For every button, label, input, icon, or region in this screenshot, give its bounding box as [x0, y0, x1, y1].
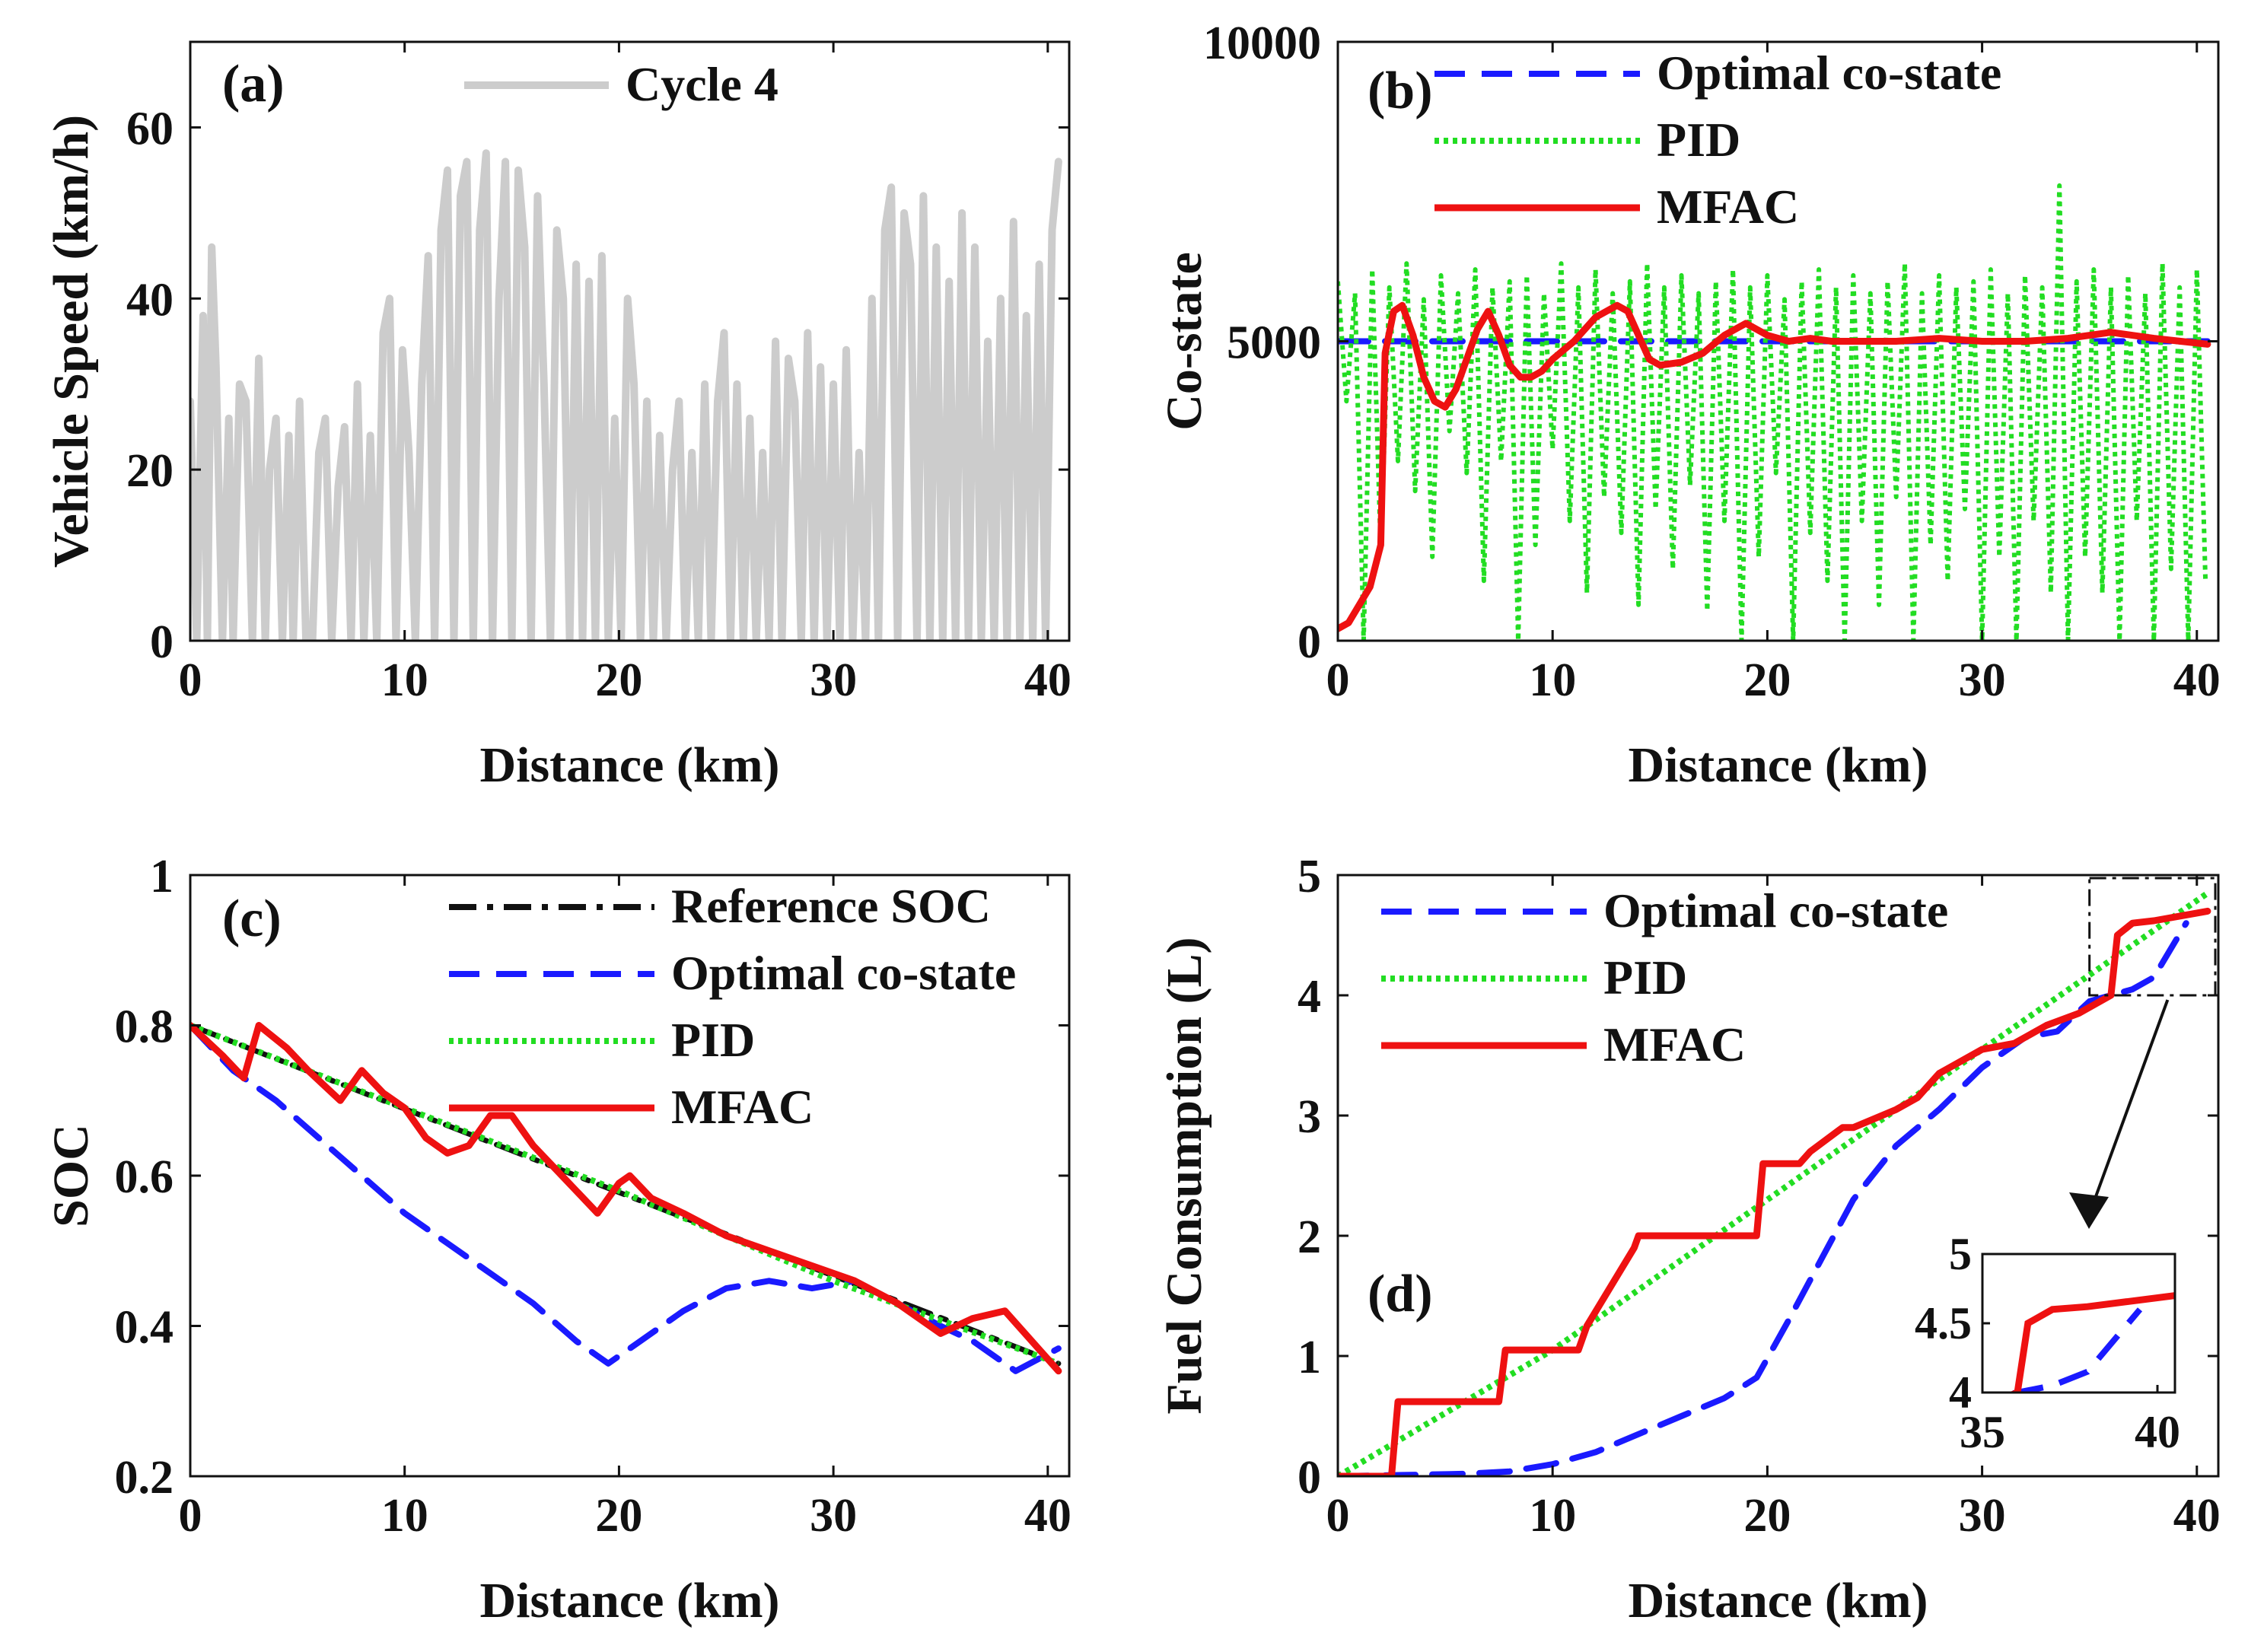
x-tick-label: 40: [1024, 654, 1071, 706]
y-tick-label: 0.8: [115, 1001, 174, 1053]
series-line-b-mfac: [1338, 301, 2211, 632]
x-axis-label: Distance (km): [1628, 1573, 1928, 1628]
series-line-b-pid: [1338, 183, 2208, 641]
legend-entry: MFAC: [1603, 1017, 1746, 1071]
y-tick-label: 4: [1298, 971, 1321, 1023]
y-tick-label: 5000: [1227, 317, 1321, 369]
x-tick-label: 40: [2173, 1490, 2221, 1542]
y-tick-label: 1: [150, 851, 174, 902]
legend-entry: MFAC: [671, 1080, 814, 1134]
x-tick-label: 20: [595, 1490, 642, 1542]
x-tick-label: 30: [810, 654, 857, 706]
panel-a: 0 10 20 30 40 0 20 40 60 Distance (km) Vehicle Spe…: [43, 40, 1071, 793]
y-axis-label: Co-state: [1157, 252, 1212, 431]
zoom-region-box: [2088, 877, 2217, 997]
x-tick-label: 0: [1326, 1490, 1350, 1542]
legend-entry: PID: [671, 1013, 755, 1067]
series-line-a-cycle-4: [190, 149, 1062, 641]
y-tick-label: 2: [1298, 1211, 1321, 1263]
inset-zoom: 4 4.5 5 35 40: [1915, 1229, 2180, 1457]
series-line-d-optimal-co-state: [1338, 920, 2189, 1476]
x-tick-label: 10: [1529, 1490, 1576, 1542]
legend-entry: Optimal co-state: [1603, 883, 1948, 937]
y-tick-label: 5: [1298, 851, 1321, 902]
x-tick-label: 30: [1959, 1490, 2006, 1542]
y-tick-label: 3: [1298, 1091, 1321, 1143]
x-tick-label: 10: [381, 654, 428, 706]
legend-entry: Optimal co-state: [1657, 46, 2001, 100]
zoom-arrow-head: [2069, 1192, 2109, 1229]
legend-entry: PID: [1657, 113, 1740, 167]
x-tick-label: 0: [1326, 654, 1350, 706]
axes-frame-a: [189, 40, 1071, 642]
legend-entry: Reference SOC: [671, 879, 991, 933]
panel-label-b: (b): [1368, 62, 1433, 120]
series-line-d-pid: [1338, 890, 2210, 1476]
legend-entry: PID: [1603, 950, 1687, 1004]
y-tick-label: 20: [126, 445, 174, 497]
x-tick-label: 30: [810, 1490, 857, 1542]
inset-y-tick-label: 5: [1949, 1229, 1972, 1279]
legend-entry: MFAC: [1657, 180, 1799, 234]
y-tick-label: 0.2: [115, 1452, 174, 1504]
inset-series-line: [2008, 1292, 2175, 1393]
y-tick-label: 60: [126, 103, 174, 154]
panel-label-c: (c): [222, 890, 282, 948]
x-axis-label: Distance (km): [479, 1573, 779, 1628]
x-tick-label: 40: [2173, 654, 2221, 706]
inset-x-tick-label: 35: [1960, 1407, 2005, 1457]
x-tick-label: 40: [1024, 1490, 1071, 1542]
y-tick-label: 10000: [1203, 18, 1321, 69]
inset-x-tick-label: 40: [2135, 1407, 2180, 1457]
y-tick-label: 0.4: [115, 1302, 174, 1354]
x-tick-label: 10: [381, 1490, 428, 1542]
x-tick-label: 20: [595, 654, 642, 706]
inset-y-tick-label: 4.5: [1915, 1298, 1972, 1348]
y-axis-label: Vehicle Speed (km/h): [43, 115, 99, 568]
zoom-arrow: [2087, 999, 2170, 1216]
y-axis-label: Fuel Consumption (L): [1157, 937, 1212, 1414]
legend-entry: Optimal co-state: [671, 946, 1016, 1000]
x-axis-label: Distance (km): [479, 737, 779, 793]
y-axis-label: SOC: [43, 1124, 99, 1227]
series-line-c-mfac: [190, 1022, 1062, 1375]
series-line-d-mfac: [1338, 907, 2211, 1476]
legend-entry: Cycle 4: [626, 57, 779, 111]
panel-label-d: (d): [1368, 1265, 1433, 1323]
panel-d: 0 10 20 30 40 0 1 2 3 4 5 Distance (km) Fuel Consump…: [1157, 851, 2221, 1628]
series-line-c-pid: [190, 1022, 1060, 1367]
inset-series-line: [2001, 1307, 2143, 1393]
inset-y-tick-label: 4: [1949, 1367, 1972, 1418]
y-tick-label: 0: [1298, 616, 1321, 668]
y-tick-label: 0: [150, 616, 174, 668]
panel-b: 0 10 20 30 40 0 5000 10000 Distance (km) Co-state…: [1157, 18, 2221, 793]
x-tick-label: 20: [1743, 1490, 1791, 1542]
panel-label-a: (a): [222, 55, 285, 113]
panel-c: 0 10 20 30 40 0.2 0.4 0.6 0.8 1 Distance (km) SOC (c…: [43, 851, 1071, 1628]
axes-frame-d: [1336, 874, 2220, 1478]
y-tick-label: 1: [1298, 1332, 1321, 1383]
x-axis-label: Distance (km): [1628, 737, 1928, 793]
y-tick-label: 0: [1298, 1452, 1321, 1504]
x-tick-label: 0: [179, 1490, 202, 1542]
x-tick-label: 0: [179, 654, 202, 706]
y-tick-label: 0.6: [115, 1151, 174, 1203]
y-tick-label: 40: [126, 274, 174, 326]
x-tick-label: 30: [1959, 654, 2006, 706]
x-tick-label: 20: [1743, 654, 1791, 706]
x-tick-label: 10: [1529, 654, 1576, 706]
